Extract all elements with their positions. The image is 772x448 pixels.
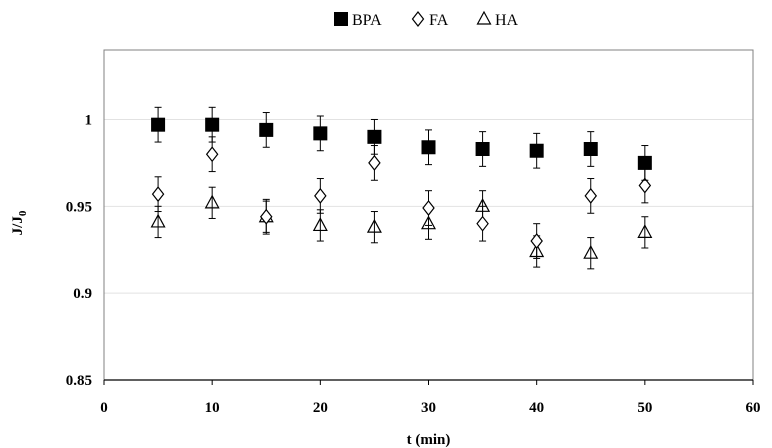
data-point-fa [259,208,273,225]
data-point-fa [530,233,543,250]
data-point-fa [205,146,219,163]
data-point-ha [312,217,328,232]
legend-label-bpa: BPA [352,12,382,29]
legend: BPA FA HA [334,10,519,29]
data-point-fa [368,154,381,171]
x-tick-label: 40 [529,400,544,416]
data-point-ha [583,244,599,259]
data-point-bpa [367,129,382,144]
data-point-fa [476,215,489,232]
data-point-fa [638,177,652,194]
data-point-ha [420,215,437,230]
x-tick-label: 0 [100,400,108,416]
y-tick-label: 0.9 [73,286,92,302]
x-tick-label: 10 [205,400,220,416]
x-tick-label: 60 [746,400,761,416]
data-point-ha [637,224,653,238]
y-tick-label: 1 [85,112,93,128]
data-point-bpa [151,117,166,132]
series-fa [151,136,652,259]
data-point-ha [204,194,220,209]
y-tick-label: 0.95 [66,199,92,215]
data-point-bpa [637,155,652,170]
data-point-bpa [475,142,490,156]
data-point-fa [314,187,327,204]
data-point-bpa [205,117,220,132]
data-marks [150,106,653,270]
y-tick-label: 0.85 [66,373,92,389]
series-bpa [151,106,652,181]
data-point-ha [366,218,382,233]
x-tick-label: 30 [421,400,436,416]
data-point-bpa [313,126,328,141]
data-point-ha [150,213,166,228]
series-ha [150,186,653,270]
legend-marker-ha [476,10,492,25]
x-tick-label: 20 [313,400,328,416]
legend-marker-bpa [334,12,348,26]
legend-marker-fa [411,11,425,27]
data-point-bpa [259,122,274,137]
y-axis-title-main: J/J [10,216,26,236]
data-point-bpa [583,142,598,156]
legend-label-fa: FA [429,12,449,29]
data-point-bpa [529,143,544,158]
data-point-fa [151,186,165,203]
legend-label-ha: HA [495,12,519,29]
data-point-bpa [421,140,436,155]
y-axis-title: J/J0 [10,210,29,235]
data-point-fa [422,200,435,217]
data-point-fa [584,187,598,204]
x-tick-label: 50 [637,400,652,416]
y-axis-title-subscript: 0 [17,210,29,216]
x-axis-title: t (min) [407,432,451,448]
